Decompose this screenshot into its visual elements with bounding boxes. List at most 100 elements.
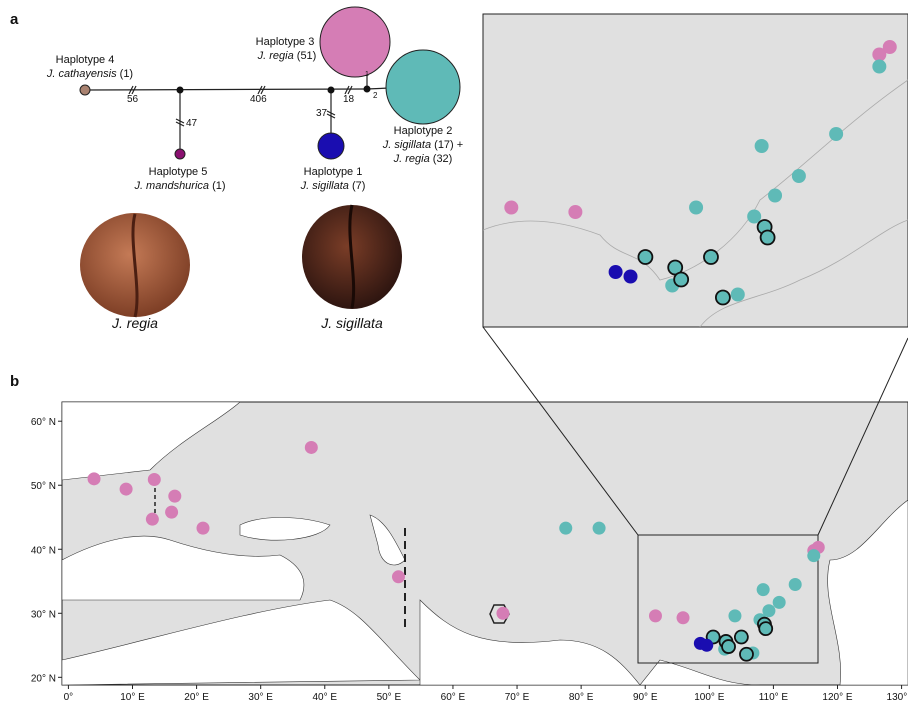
x-tick-label: 100° E bbox=[694, 692, 724, 703]
inset-site-point bbox=[829, 127, 843, 141]
inset-site-point bbox=[638, 250, 652, 264]
count: (7) bbox=[352, 180, 365, 192]
hap-name: Haplotype 2 bbox=[394, 125, 453, 137]
panel-label: a bbox=[10, 11, 19, 28]
site-point bbox=[148, 473, 161, 486]
y-tick-label: 40° N bbox=[31, 545, 56, 556]
site-point bbox=[759, 622, 772, 635]
site-point bbox=[88, 472, 101, 485]
branch-label: 2 bbox=[373, 91, 378, 100]
branch-label: 56 bbox=[127, 94, 139, 105]
site-point bbox=[392, 570, 405, 583]
count: (1) bbox=[120, 68, 133, 80]
species: J. sigillata bbox=[300, 180, 349, 192]
x-tick-label: 20° E bbox=[184, 692, 209, 703]
site-point bbox=[120, 483, 133, 496]
haplotype-node bbox=[175, 149, 185, 159]
x-tick-label: 10° E bbox=[120, 692, 145, 703]
species: J. cathayensis bbox=[46, 68, 117, 80]
inset-site-point bbox=[296, 0, 310, 9]
species: J. regia bbox=[257, 50, 294, 62]
hap-species: J. regia (51) bbox=[257, 50, 317, 62]
site-point bbox=[305, 441, 318, 454]
x-tick-label: 60° E bbox=[441, 692, 466, 703]
x-tick-label: 90° E bbox=[633, 692, 658, 703]
photo-label: J. regia bbox=[111, 315, 158, 331]
site-point bbox=[740, 648, 753, 661]
figure: a 56 406 18 2 47 37 1 Haplotype 4 J. cat… bbox=[0, 0, 908, 704]
walnut-photo bbox=[302, 205, 402, 309]
hap-species: J. sigillata (7) bbox=[300, 180, 366, 192]
branch-label: 1 bbox=[365, 71, 369, 78]
inset-site-point bbox=[755, 139, 769, 153]
species: J. sigillata bbox=[382, 139, 431, 151]
site-point bbox=[146, 513, 159, 526]
haplotype-node bbox=[318, 133, 344, 159]
x-tick-label: 110° E bbox=[759, 692, 789, 703]
inset-site-point bbox=[792, 169, 806, 183]
network bbox=[85, 76, 390, 154]
haplotype-node bbox=[386, 50, 460, 124]
branch-label: 18 bbox=[343, 94, 355, 105]
site-point bbox=[722, 640, 735, 653]
photo-label: J. sigillata bbox=[320, 315, 383, 331]
haplotype-node bbox=[320, 7, 390, 77]
site-point bbox=[773, 596, 786, 609]
hap-species: J. sigillata (17) + bbox=[382, 139, 463, 151]
site-point bbox=[789, 578, 802, 591]
count: (51) bbox=[297, 50, 317, 62]
y-tick-label: 30° N bbox=[31, 609, 56, 620]
y-tick-label: 20° N bbox=[31, 673, 56, 684]
haplotype-node bbox=[80, 85, 90, 95]
inset-site-point bbox=[761, 231, 775, 245]
site-point bbox=[807, 549, 820, 562]
x-tick-label: 30° E bbox=[248, 692, 273, 703]
x-tick-label: 0° bbox=[64, 692, 74, 703]
hap-name: Haplotype 5 bbox=[149, 166, 208, 178]
junction bbox=[328, 87, 335, 94]
hap-name: Haplotype 4 bbox=[56, 54, 115, 66]
hap-species: J. mandshurica (1) bbox=[133, 180, 225, 192]
site-point bbox=[728, 609, 741, 622]
site-point bbox=[496, 607, 509, 620]
y-tick-label: 60° N bbox=[31, 417, 56, 428]
site-point bbox=[735, 630, 748, 643]
inset-site-point bbox=[689, 201, 703, 215]
count: (32) bbox=[433, 153, 453, 165]
count: (17) + bbox=[434, 139, 463, 151]
junction bbox=[364, 86, 371, 93]
species: J. mandshurica bbox=[133, 180, 209, 192]
inset-site-point bbox=[768, 189, 782, 203]
x-tick-label: 70° E bbox=[505, 692, 530, 703]
x-tick-label: 50° E bbox=[377, 692, 402, 703]
count: (1) bbox=[212, 180, 225, 192]
x-tick-label: 130° E bbox=[887, 692, 908, 703]
site-point bbox=[649, 609, 662, 622]
y-tick-label: 50° N bbox=[31, 481, 56, 492]
hap-name: Haplotype 3 bbox=[256, 36, 315, 48]
inset-site-point bbox=[504, 201, 518, 215]
species: J. regia bbox=[393, 153, 430, 165]
walnut-photo bbox=[80, 213, 190, 317]
inset-site-point bbox=[150, 195, 164, 209]
inset-site-point bbox=[704, 250, 718, 264]
site-point bbox=[197, 522, 210, 535]
branch-label: 406 bbox=[250, 94, 267, 105]
branch-label: 47 bbox=[186, 118, 198, 129]
hap-species: J. regia (32) bbox=[393, 153, 453, 165]
site-point bbox=[165, 506, 178, 519]
branch-label: 37 bbox=[316, 108, 328, 119]
map bbox=[62, 402, 908, 685]
x-tick-label: 40° E bbox=[312, 692, 337, 703]
site-point bbox=[757, 583, 770, 596]
hap-name: Haplotype 1 bbox=[304, 166, 363, 178]
panel-label: b bbox=[10, 373, 19, 390]
inset-site-point bbox=[883, 40, 897, 54]
site-point bbox=[168, 490, 181, 503]
junction bbox=[177, 87, 184, 94]
inset-site-point bbox=[716, 291, 730, 305]
site-point bbox=[700, 639, 713, 652]
inset-site-point bbox=[674, 273, 688, 287]
inset-site-point bbox=[568, 205, 582, 219]
inset-site-point bbox=[609, 265, 623, 279]
